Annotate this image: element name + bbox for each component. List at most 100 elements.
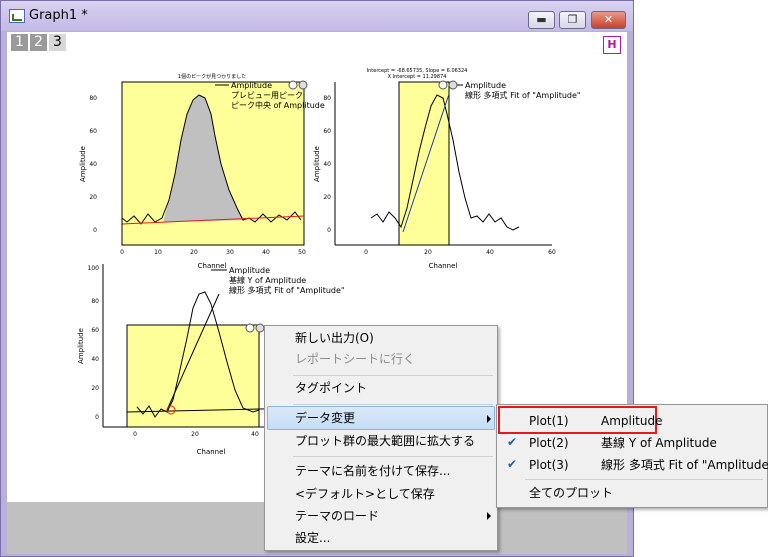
window-title: Graph1 * <box>29 8 88 23</box>
x-tick: 20 <box>191 431 199 438</box>
menu-item-tag-point[interactable]: タグポイント <box>295 381 368 395</box>
y-tick: 0 <box>95 414 99 421</box>
submenu-plot1-name[interactable]: Amplitude <box>601 414 663 428</box>
h-button[interactable]: H <box>603 36 621 54</box>
x-tick: 40 <box>251 431 259 438</box>
menu-item-save-default[interactable]: <デフォルト>として保存 <box>295 487 435 501</box>
graph3-legend-0: Amplitude <box>229 266 270 275</box>
graph-1[interactable]: 1個のピークが見つかりました Amplitude プレビュー用ピーク ピーク中央… <box>79 73 325 270</box>
y-tick: 60 <box>91 327 99 334</box>
region-menu-icon[interactable] <box>298 80 308 90</box>
x-tick: 10 <box>154 249 162 256</box>
graph1-legend-2: ピーク中央 of Amplitude <box>231 100 325 110</box>
context-menu: 新しい出力(O) レポートシートに行く タグポイント データ変更 プロット群の最… <box>264 325 498 551</box>
y-axis-label: Amplitude <box>313 146 321 182</box>
y-tick: 0 <box>327 227 331 234</box>
x-tick: 0 <box>120 249 124 256</box>
menu-highlight <box>267 406 495 430</box>
graph2-legend-1: 線形 多項式 Fit of "Amplitude" <box>465 90 581 100</box>
title-bar[interactable]: Graph1 * ▬ ❐ ✕ <box>1 1 633 31</box>
layer-tab-3[interactable]: 3 <box>49 34 66 51</box>
menu-item-settings[interactable]: 設定... <box>295 531 331 545</box>
y-tick: 100 <box>88 265 100 272</box>
y-tick: 0 <box>93 227 97 234</box>
x-tick: 30 <box>226 249 234 256</box>
graph-2[interactable]: Intercept = -68.65735, Slope = 6.06324 X… <box>313 68 581 270</box>
submenu-arrow-icon <box>487 512 491 520</box>
intercept-marker[interactable] <box>166 405 176 415</box>
x-tick: 0 <box>133 431 137 438</box>
y-tick: 40 <box>323 161 331 168</box>
y-tick: 60 <box>323 128 331 135</box>
graph-3[interactable]: Amplitude 基線 Y of Amplitude 線形 多項式 Fit o… <box>77 264 345 456</box>
fit-header-1: Intercept = -68.65735, Slope = 6.06324 <box>367 68 468 74</box>
amplitude-line <box>136 291 260 418</box>
x-tick: 0 <box>364 249 368 256</box>
menu-item-load-theme[interactable]: テーマのロード <box>295 509 380 523</box>
submenu-plot2-name[interactable]: 基線 Y of Amplitude <box>601 436 717 450</box>
submenu-plot1-label[interactable]: Plot(1) <box>529 414 569 428</box>
submenu-arrow-icon <box>487 415 491 423</box>
graph2-legend-0: Amplitude <box>465 81 506 90</box>
menu-separator <box>525 479 763 480</box>
graphs-svg: 1個のピークが見つかりました Amplitude プレビュー用ピーク ピーク中央… <box>77 68 581 456</box>
y-tick: 80 <box>323 95 331 102</box>
y-axis-label: Amplitude <box>79 146 87 182</box>
linear-fit-line <box>402 93 450 233</box>
x-tick: 20 <box>424 249 432 256</box>
highlight-box <box>498 406 657 434</box>
check-icon: ✔ <box>507 457 518 471</box>
x-axis-label: Channel <box>198 262 227 270</box>
y-tick: 80 <box>89 95 97 102</box>
baseline-line <box>121 215 305 225</box>
y-tick: 40 <box>89 161 97 168</box>
x-axis-label: Channel <box>197 448 226 456</box>
x-tick: 60 <box>548 249 556 256</box>
x-tick: 50 <box>298 249 306 256</box>
data-change-submenu: Plot(1) Amplitude ✔ Plot(2) 基線 Y of Ampl… <box>496 404 768 508</box>
menu-item-change-data[interactable]: データ変更 <box>295 411 356 425</box>
layer-tab-1[interactable]: 1 <box>11 34 28 51</box>
maximize-button[interactable]: ❐ <box>559 11 586 29</box>
y-tick: 20 <box>323 194 331 201</box>
close-region-icon[interactable] <box>288 80 298 90</box>
close-region-icon[interactable] <box>245 323 255 333</box>
graph3-legend-2: 線形 多項式 Fit of "Amplitude" <box>229 285 345 295</box>
menu-separator <box>293 404 493 405</box>
submenu-all-plots[interactable]: 全てのプロット <box>529 486 614 500</box>
y-tick: 20 <box>89 194 97 201</box>
submenu-plot3-label[interactable]: Plot(3) <box>529 458 569 472</box>
y-tick: 60 <box>89 128 97 135</box>
linear-fit-line <box>166 293 220 411</box>
close-region-icon[interactable] <box>438 80 448 90</box>
graph3-legend-1: 基線 Y of Amplitude <box>229 275 306 285</box>
fit-header-2: X Intercept = 11.29874 <box>388 74 447 80</box>
minimize-button[interactable]: ▬ <box>528 11 555 29</box>
menu-item-go-report[interactable]: レポートシートに行く <box>295 352 416 366</box>
menu-item-new-output[interactable]: 新しい出力(O) <box>295 331 374 345</box>
region-menu-icon[interactable] <box>448 80 458 90</box>
x-axis-label: Channel <box>429 262 458 270</box>
menu-separator <box>293 375 493 376</box>
submenu-plot2-label[interactable]: Plot(2) <box>529 436 569 450</box>
menu-separator <box>293 456 493 457</box>
menu-item-save-theme[interactable]: テーマに名前を付けて保存... <box>295 464 451 478</box>
close-button[interactable]: ✕ <box>591 11 626 29</box>
menu-item-expand-range[interactable]: プロット群の最大範囲に拡大する <box>295 434 476 448</box>
graph-window-icon <box>9 9 25 23</box>
peak-area <box>163 95 253 222</box>
y-axis-label: Amplitude <box>77 328 85 364</box>
x-tick: 20 <box>190 249 198 256</box>
check-icon: ✔ <box>507 435 518 449</box>
graph1-header: 1個のピークが見つかりました <box>178 73 246 80</box>
x-tick: 40 <box>486 249 494 256</box>
graph1-legend-0: Amplitude <box>231 81 272 90</box>
submenu-plot3-name[interactable]: 線形 多項式 Fit of "Amplitude" <box>601 458 768 472</box>
y-tick: 80 <box>91 298 99 305</box>
y-tick: 20 <box>91 385 99 392</box>
graph1-legend-1: プレビュー用ピーク <box>231 91 303 100</box>
x-tick: 40 <box>262 249 270 256</box>
region-menu-icon[interactable] <box>255 323 265 333</box>
y-tick: 40 <box>91 356 99 363</box>
layer-tab-2[interactable]: 2 <box>30 34 47 51</box>
